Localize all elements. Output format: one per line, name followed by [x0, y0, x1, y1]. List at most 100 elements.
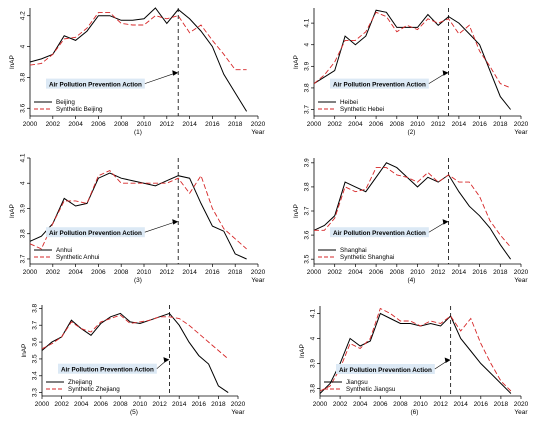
y-tick-label: 3.6 [19, 103, 26, 112]
x-tick-label: 2010 [410, 269, 425, 276]
legend-label: Zhejiang [68, 379, 93, 386]
x-tick-label: 2016 [472, 269, 487, 276]
y-tick-label: 4 [303, 43, 310, 47]
annotation-label: Air Pollution Prevention Action [61, 367, 154, 374]
panel-1: 3.6 3.8 4 4.2 lnAP 2000 2002 2004 2006 2008 2010 20… [9, 7, 266, 136]
annotation-box [330, 78, 429, 89]
x-tick-label: 2018 [228, 269, 243, 276]
y-axis-label: lnAP [293, 204, 300, 218]
annotation-box [336, 364, 435, 374]
x-tick-label: 2006 [91, 121, 106, 128]
x-axis-label: Year [251, 129, 265, 136]
x-tick-label: 2018 [493, 269, 508, 276]
y-tick-label: 3.9 [309, 359, 316, 368]
x-tick-label: 2000 [307, 121, 322, 128]
panel-5: 3.3 3.4 3.5 3.6 3.7 3.8 lnAP 2000 2002 2004 2006 20… [21, 303, 246, 416]
x-tick-label: 2000 [23, 121, 38, 128]
panel-label: (4) [408, 277, 416, 284]
x-tick-label: 2006 [373, 401, 388, 408]
legend-label: Shanghai [340, 247, 367, 254]
y-tick-label: 3.7 [303, 206, 310, 215]
panel-6: 3.8 3.9 4 4.1 lnAP 2000 2002 2004 2006 2008 2010 20… [299, 306, 529, 416]
y-tick-label: 3.9 [19, 204, 26, 213]
annotation-arrow [144, 221, 177, 233]
annotation-box [58, 363, 157, 374]
x-tick-label: 2002 [333, 401, 348, 408]
x-tick-label: 2012 [160, 121, 175, 128]
actual-series-line [319, 312, 512, 394]
synthetic-series-line [41, 314, 229, 360]
y-tick-label: 4.1 [303, 18, 310, 27]
x-tick-label: 2014 [452, 269, 467, 276]
annotation-label: Air Pollution Prevention Action [49, 82, 142, 89]
y-tick-label: 3.7 [31, 320, 38, 329]
x-tick-label: 2002 [327, 269, 342, 276]
x-tick-label: 2012 [433, 401, 448, 408]
synthetic-series-line [29, 12, 247, 71]
x-tick-label: 2004 [353, 401, 368, 408]
y-tick-label: 4.1 [309, 309, 316, 318]
panel-label: (2) [408, 129, 416, 136]
x-tick-label: 2006 [369, 269, 384, 276]
x-tick-label: 2004 [68, 269, 83, 276]
x-tick-label: 2006 [91, 269, 106, 276]
y-tick-label: 4.1 [19, 153, 26, 162]
y-tick-label: 4.2 [19, 11, 26, 20]
x-tick-label: 2016 [205, 269, 220, 276]
y-tick-label: 3.8 [19, 73, 26, 82]
actual-series-line [29, 172, 247, 260]
x-tick-label: 2020 [514, 121, 529, 128]
annotation-arrowhead [163, 357, 170, 363]
x-tick-label: 2020 [251, 269, 266, 276]
x-tick-label: 2014 [172, 401, 187, 408]
x-tick-label: 2010 [137, 121, 152, 128]
y-tick-label: 3.5 [31, 354, 38, 363]
x-axis-label: Year [231, 409, 245, 416]
y-tick-label: 3.8 [31, 303, 38, 312]
legend-label: Synthetic Shanghai [340, 254, 394, 261]
y-tick-label: 3.6 [31, 337, 38, 346]
x-tick-label: 2016 [474, 401, 489, 408]
annotation-arrow [144, 72, 177, 84]
annotation-label: Air Pollution Prevention Action [339, 367, 432, 374]
panel-label: (5) [130, 409, 138, 416]
legend-label: Synthetic Beijing [56, 106, 103, 113]
x-tick-label: 2010 [410, 121, 425, 128]
x-tick-label: 2000 [35, 401, 50, 408]
x-tick-label: 2020 [251, 121, 266, 128]
x-tick-label: 2006 [369, 121, 384, 128]
annotation-label: Air Pollution Prevention Action [333, 230, 426, 237]
legend-label: Synthetic Anhui [56, 254, 99, 261]
x-tick-label: 2012 [152, 401, 167, 408]
actual-series-line [29, 7, 248, 112]
x-tick-label: 2008 [393, 401, 408, 408]
synthetic-series-line [319, 307, 512, 392]
x-tick-label: 2002 [46, 269, 61, 276]
y-tick-label: 3.3 [31, 388, 38, 397]
panel-label: (3) [134, 277, 142, 284]
legend-label: Heibei [340, 99, 358, 106]
panel-4: 3.5 3.6 3.7 3.8 3.9 lnAP 2000 2002 2004 2006 2008 2… [293, 158, 529, 284]
x-tick-label: 2008 [113, 401, 128, 408]
panel-3: 3.7 3.8 3.9 4 4.1 lnAP 2000 2002 2004 2006 2008 201… [9, 153, 266, 284]
synthetic-series-line [313, 11, 511, 89]
annotation-box [46, 78, 145, 89]
y-axis-label: lnAP [299, 344, 306, 358]
x-tick-label: 2016 [205, 121, 220, 128]
y-tick-label: 3.9 [303, 158, 310, 167]
x-tick-label: 2010 [137, 269, 152, 276]
x-axis-label: Year [514, 129, 528, 136]
panel-2: 3.7 3.8 3.9 4 4.1 lnAP 2000 2002 2004 2006 2008 201… [293, 8, 529, 136]
x-tick-label: 2008 [390, 121, 405, 128]
legend-label: Beijing [56, 99, 75, 106]
x-tick-label: 2010 [133, 401, 148, 408]
actual-series-line [313, 9, 511, 110]
legend-label: Synthetic Zhejiang [68, 386, 120, 393]
annotation-box [330, 227, 429, 238]
x-axis-label: Year [251, 277, 265, 284]
x-tick-label: 2014 [182, 269, 197, 276]
y-tick-label: 4 [309, 336, 316, 340]
y-tick-label: 3.8 [309, 384, 316, 393]
x-tick-label: 2012 [160, 269, 175, 276]
